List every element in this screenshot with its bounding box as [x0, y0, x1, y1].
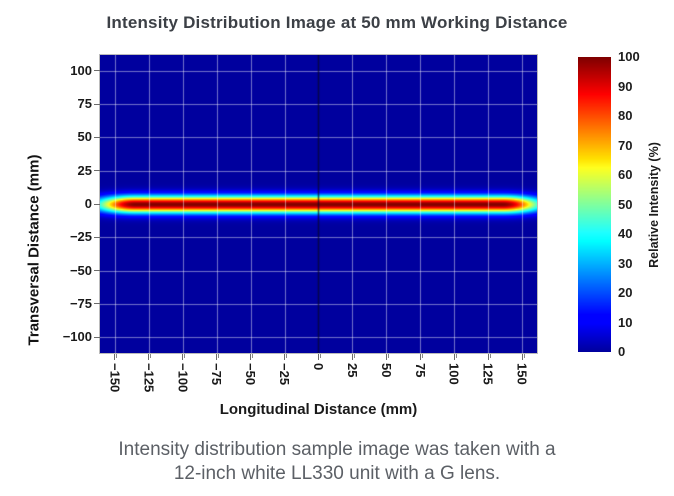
x-tick-mark: [148, 354, 150, 360]
colorbar-tick-label: 80: [618, 108, 633, 123]
y-tick-mark: [94, 170, 100, 172]
y-tick-label: −100: [62, 329, 92, 345]
colorbar-tick-label: 60: [618, 167, 633, 182]
caption-line-2: 12-inch white LL330 unit with a G lens.: [173, 462, 501, 484]
x-axis-label: Longitudinal Distance (mm): [219, 401, 418, 418]
x-tick-label: −125: [141, 363, 157, 393]
colorbar-tick-label: 90: [618, 78, 633, 94]
y-tick-label: −75: [69, 295, 92, 311]
colorbar-tick-label: 50: [618, 196, 633, 212]
colorbar-tick-label: 10: [618, 314, 633, 330]
x-tick-label: 0: [311, 363, 326, 371]
x-minor-tick-mark: [150, 354, 152, 358]
y-tick-label: 100: [70, 62, 92, 78]
figure-caption: Intensity distribution sample image was …: [0, 438, 674, 485]
x-minor-tick-mark: [353, 354, 355, 358]
x-tick-mark: [318, 354, 319, 360]
x-tick-mark: [216, 354, 218, 360]
x-tick-label: 125: [480, 363, 496, 385]
x-tick-mark: [521, 354, 523, 360]
x-tick-mark: [453, 354, 455, 360]
x-tick-label: −50: [243, 363, 259, 386]
y-tick-mark: [94, 70, 100, 72]
x-tick-label: 25: [344, 363, 360, 378]
x-tick-mark: [385, 354, 387, 360]
y-tick-label: −50: [69, 262, 92, 278]
y-tick-mark: [94, 336, 100, 338]
y-tick-mark: [94, 303, 100, 305]
y-tick-mark: [94, 236, 100, 238]
x-tick-label: 50: [378, 363, 394, 378]
x-tick-mark: [114, 354, 116, 360]
x-tick-mark: [250, 354, 252, 360]
y-tick-mark: [94, 103, 100, 105]
heatmap-canvas: [100, 55, 537, 353]
x-tick-label: 75: [412, 363, 428, 378]
x-tick-mark: [487, 354, 489, 360]
x-minor-tick-mark: [523, 354, 525, 358]
y-tick-label: 50: [77, 129, 92, 145]
colorbar: [578, 57, 611, 352]
y-tick-label: 75: [77, 96, 92, 112]
x-tick-label: −75: [209, 363, 225, 386]
colorbar-tick-label: 0: [618, 344, 626, 359]
x-minor-tick-mark: [421, 354, 423, 358]
x-minor-tick-mark: [387, 354, 389, 358]
x-tick-label: −150: [107, 363, 123, 393]
x-minor-tick-mark: [455, 354, 457, 358]
x-tick-mark: [419, 354, 421, 360]
colorbar-tick-label: 70: [618, 137, 633, 153]
x-minor-tick-mark: [286, 354, 288, 358]
y-tick-mark: [94, 203, 100, 205]
y-tick-mark: [94, 270, 100, 272]
colorbar-tick-label: 100: [618, 49, 640, 64]
y-tick-label: −25: [69, 229, 92, 245]
x-minor-tick-mark: [184, 354, 186, 358]
colorbar-tick-label: 20: [618, 285, 633, 300]
x-tick-label: 100: [446, 363, 462, 385]
chart-title: Intensity Distribution Image at 50 mm Wo…: [106, 13, 568, 32]
x-tick-label: −25: [277, 363, 293, 386]
x-tick-label: 150: [514, 363, 530, 385]
x-minor-tick-mark: [116, 354, 118, 358]
x-minor-tick-mark: [252, 354, 254, 358]
y-tick-mark: [94, 136, 100, 138]
x-tick-mark: [182, 354, 184, 360]
colorbar-label: Relative Intensity (%): [647, 142, 661, 268]
x-tick-mark: [351, 354, 353, 360]
colorbar-tick-label: 30: [618, 255, 633, 271]
x-tick-mark: [284, 354, 286, 360]
caption-line-1: Intensity distribution sample image was …: [118, 439, 556, 460]
heatmap-plot: Transversal Distance (mm): [26, 54, 538, 354]
x-minor-tick-mark: [218, 354, 220, 358]
x-minor-tick-mark: [489, 354, 491, 358]
x-tick-label: −100: [175, 363, 191, 393]
y-axis-label: Transversal Distance (mm): [25, 154, 43, 346]
y-tick-label: 25: [77, 162, 92, 178]
y-tick-label: 0: [84, 196, 92, 211]
colorbar-tick-label: 40: [618, 226, 633, 241]
x-minor-tick-mark: [320, 354, 322, 358]
